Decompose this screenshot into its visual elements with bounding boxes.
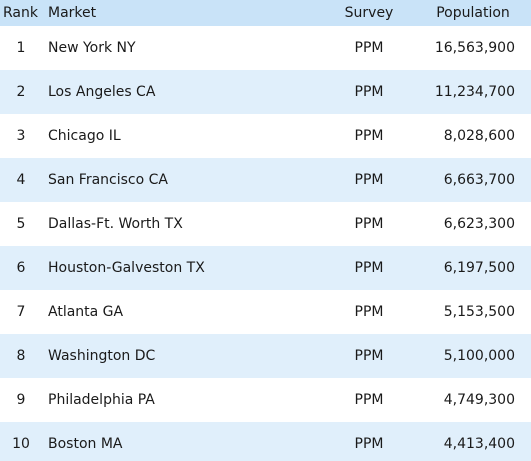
column-header-rank[interactable]: Rank — [3, 5, 38, 21]
market-cell: Los Angeles CA — [48, 84, 156, 100]
rank-cell: 8 — [16, 348, 26, 364]
population-cell: 4,413,400 — [443, 436, 515, 452]
table-row: 10 Boston MA PPM 4,413,400 — [0, 422, 531, 461]
rank-cell: 3 — [16, 128, 26, 144]
market-cell: Washington DC — [48, 348, 156, 364]
rank-cell: 10 — [12, 436, 30, 452]
rank-cell: 5 — [16, 216, 26, 232]
table-row: 2 Los Angeles CA PPM 11,234,700 — [0, 70, 531, 114]
market-cell: Boston MA — [48, 436, 123, 452]
survey-cell: PPM — [354, 260, 384, 276]
rank-cell: 1 — [16, 40, 26, 56]
table-header: Rank Market Survey Population — [0, 0, 531, 26]
survey-cell: PPM — [354, 348, 384, 364]
table-row: 5 Dallas-Ft. Worth TX PPM 6,623,300 — [0, 202, 531, 246]
survey-cell: PPM — [354, 216, 384, 232]
table-row: 4 San Francisco CA PPM 6,663,700 — [0, 158, 531, 202]
survey-cell: PPM — [354, 40, 384, 56]
rank-cell: 7 — [16, 304, 26, 320]
population-cell: 6,623,300 — [443, 216, 515, 232]
population-cell: 4,749,300 — [443, 392, 515, 408]
population-cell: 11,234,700 — [434, 84, 515, 100]
market-cell: New York NY — [48, 40, 136, 56]
survey-cell: PPM — [354, 436, 384, 452]
population-cell: 5,153,500 — [443, 304, 515, 320]
rank-cell: 4 — [16, 172, 26, 188]
column-header-market[interactable]: Market — [48, 5, 97, 21]
survey-cell: PPM — [354, 304, 384, 320]
table-row: 7 Atlanta GA PPM 5,153,500 — [0, 290, 531, 334]
column-header-survey[interactable]: Survey — [344, 5, 394, 21]
survey-cell: PPM — [354, 172, 384, 188]
rank-cell: 9 — [16, 392, 26, 408]
market-cell: Philadelphia PA — [48, 392, 155, 408]
rank-cell: 2 — [16, 84, 26, 100]
market-cell: Chicago IL — [48, 128, 121, 144]
survey-cell: PPM — [354, 392, 384, 408]
table-row: 9 Philadelphia PA PPM 4,749,300 — [0, 378, 531, 422]
table-row: 8 Washington DC PPM 5,100,000 — [0, 334, 531, 378]
market-cell: Dallas-Ft. Worth TX — [48, 216, 183, 232]
population-cell: 6,663,700 — [443, 172, 515, 188]
survey-cell: PPM — [354, 84, 384, 100]
population-cell: 16,563,900 — [434, 40, 515, 56]
population-cell: 6,197,500 — [443, 260, 515, 276]
population-cell: 5,100,000 — [443, 348, 515, 364]
rank-cell: 6 — [16, 260, 26, 276]
market-cell: San Francisco CA — [48, 172, 168, 188]
survey-cell: PPM — [354, 128, 384, 144]
market-cell: Atlanta GA — [48, 304, 124, 320]
table-row: 6 Houston-Galveston TX PPM 6,197,500 — [0, 246, 531, 290]
table-row: 1 New York NY PPM 16,563,900 — [0, 26, 531, 70]
market-cell: Houston-Galveston TX — [48, 260, 205, 276]
table-row: 3 Chicago IL PPM 8,028,600 — [0, 114, 531, 158]
column-header-population[interactable]: Population — [436, 5, 510, 21]
population-cell: 8,028,600 — [443, 128, 515, 144]
